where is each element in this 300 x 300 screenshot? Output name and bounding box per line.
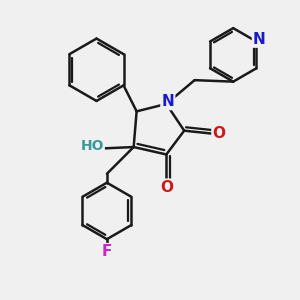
Text: F: F [102, 244, 112, 259]
Text: O: O [160, 180, 173, 195]
Text: N: N [253, 32, 266, 46]
Text: N: N [161, 94, 174, 109]
Text: O: O [212, 126, 226, 141]
Text: HO: HO [80, 139, 104, 153]
